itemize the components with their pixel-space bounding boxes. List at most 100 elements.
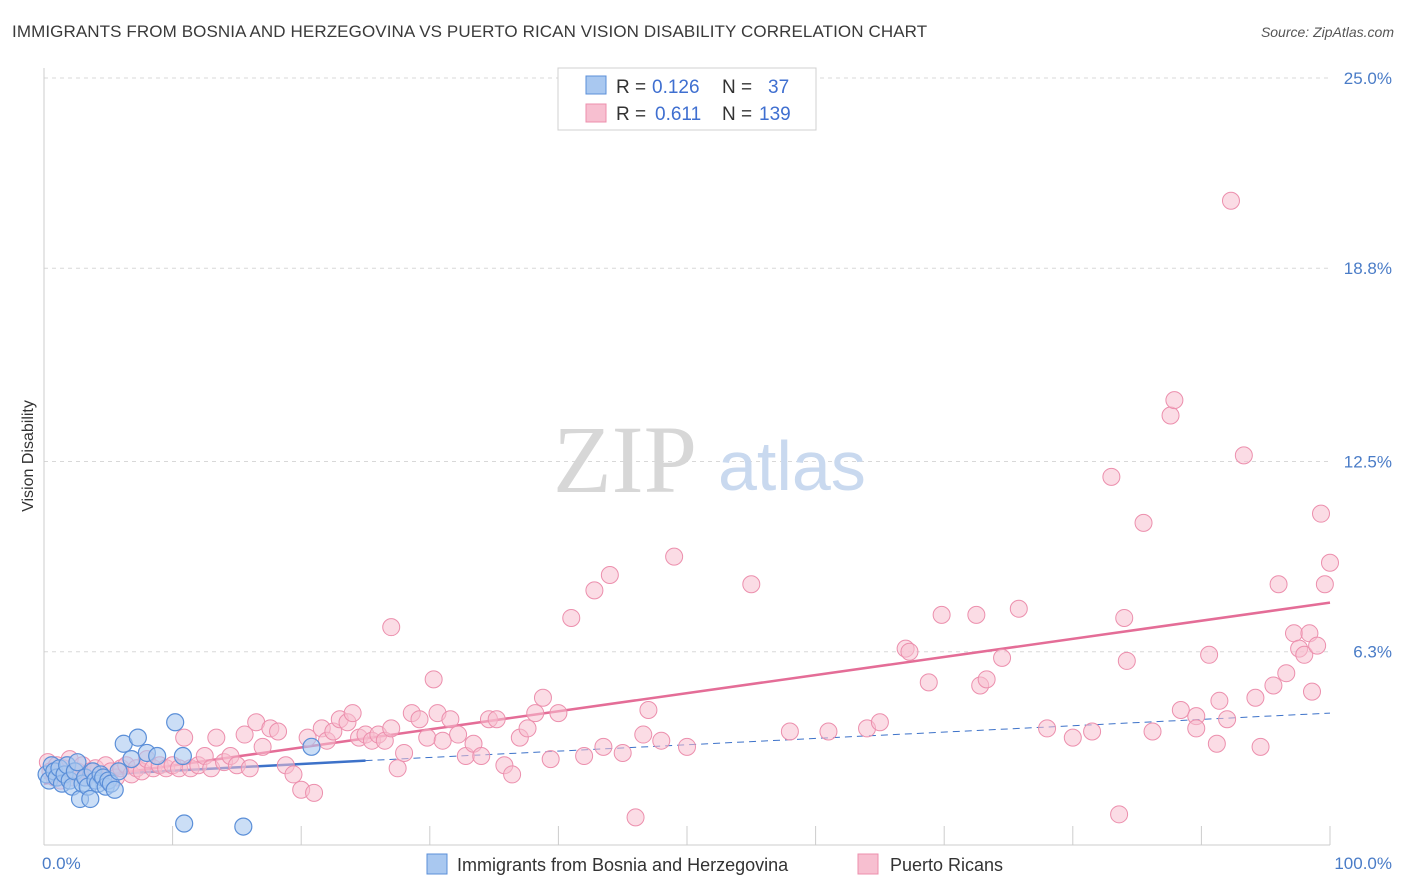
point-puerto-rican-119 [1143,722,1162,741]
point-puerto-rican-105 [932,605,951,624]
bottom-legend-label-1: Immigrants from Bosnia and Herzegovina [457,855,789,875]
point-puerto-rican-106 [967,605,986,624]
point-puerto-rican-38 [235,725,254,744]
point-puerto-rican-88 [594,737,613,756]
point-puerto-rican-132 [1251,737,1270,756]
point-puerto-rican-108 [977,670,996,689]
point-puerto-rican-98 [780,722,799,741]
point-puerto-rican-124 [1187,719,1206,738]
point-puerto-rican-78 [503,765,522,784]
point-puerto-rican-67 [424,670,443,689]
bottom-legend-label-2: Puerto Ricans [890,855,1003,875]
legend-r-value-1: 0.126 [652,77,700,98]
series-legend: Immigrants from Bosnia and Herzegovina P… [426,853,1003,875]
gridlines [44,77,1330,653]
point-puerto-rican-136 [1284,624,1303,643]
point-puerto-rican-34 [207,728,226,747]
point-puerto-rican-39 [240,759,259,778]
point-bosnia-32 [148,746,167,766]
bottom-legend-swatch-blue [426,853,448,875]
legend-swatch-blue [585,75,607,95]
point-bosnia-30 [128,728,147,747]
series-bosnia-herzegovina [37,713,321,836]
point-puerto-rican-91 [626,808,645,827]
point-puerto-rican-69 [433,731,452,750]
y-tick-label-3: 25.0% [1344,69,1392,88]
legend-n-value-2: 139 [759,104,791,125]
point-puerto-rican-135 [1277,664,1296,683]
chart-title: IMMIGRANTS FROM BOSNIA AND HERZEGOVINA V… [12,22,928,41]
point-puerto-rican-81 [526,704,545,723]
point-puerto-rican-54 [343,704,362,723]
point-puerto-rican-103 [900,642,919,661]
point-puerto-rican-60 [382,719,401,738]
watermark-atlas: atlas [718,427,866,505]
point-puerto-rican-90 [613,743,632,762]
point-bosnia-35 [175,814,194,833]
point-puerto-rican-143 [1315,575,1334,594]
point-puerto-rican-129 [1221,191,1240,210]
point-puerto-rican-94 [652,731,671,750]
point-puerto-rican-141 [1308,636,1327,655]
legend-r-label-1: R = [616,77,646,98]
axes [43,68,1331,846]
point-puerto-rican-122 [1171,701,1190,720]
point-puerto-rican-117 [1117,651,1136,670]
point-puerto-rican-92 [634,725,653,744]
bottom-legend-swatch-pink [857,853,879,875]
point-bosnia-27 [109,762,128,781]
series-puerto-ricans [38,191,1339,827]
point-puerto-rican-115 [1110,805,1129,824]
y-tick-label-0: 6.3% [1353,643,1392,662]
point-puerto-rican-144 [1321,553,1339,572]
point-bosnia-36 [234,817,253,836]
point-puerto-rican-41 [253,737,272,756]
point-puerto-rican-99 [819,722,838,741]
y-axis-label: Vision Disability [20,400,37,512]
stats-legend: R = 0.126 N = 37 R = 0.611 N = 139 [557,67,817,131]
point-puerto-rican-114 [1102,467,1121,486]
point-puerto-rican-85 [562,608,581,627]
point-puerto-rican-116 [1115,608,1134,627]
point-puerto-rican-29 [175,728,194,747]
point-puerto-rican-126 [1207,734,1226,753]
point-puerto-rican-109 [993,648,1012,667]
point-bosnia-17 [81,789,100,809]
point-puerto-rican-80 [518,719,537,738]
x-tick-labels: 0.0% 100.0% [42,854,1392,873]
y-tick-label-2: 18.8% [1344,259,1392,278]
point-puerto-rican-83 [541,750,560,769]
point-puerto-rican-70 [441,710,460,729]
point-puerto-rican-128 [1218,710,1237,729]
point-bosnia-26 [105,780,124,799]
point-puerto-rican-111 [1038,719,1057,738]
point-puerto-rican-43 [269,722,288,741]
point-puerto-rican-121 [1165,391,1184,410]
point-puerto-rican-76 [487,710,506,729]
point-bosnia-34 [173,746,192,766]
point-puerto-rican-133 [1264,676,1283,695]
point-puerto-rican-66 [418,728,437,747]
point-puerto-rican-110 [1009,599,1028,618]
point-bosnia-37 [302,737,321,756]
legend-r-label-2: R = [616,104,646,125]
point-puerto-rican-127 [1210,691,1229,710]
point-puerto-rican-104 [919,673,938,692]
y-tick-label-1: 12.5% [1344,453,1392,472]
point-puerto-rican-96 [678,737,696,756]
point-puerto-rican-95 [665,547,684,566]
chart-source: Source: ZipAtlas.com [1260,24,1394,40]
point-bosnia-33 [166,713,185,732]
point-puerto-rican-120 [1161,406,1180,425]
legend-n-label-1: N = [722,77,752,98]
point-puerto-rican-101 [870,713,889,732]
legend-n-label-2: N = [722,104,752,125]
point-puerto-rican-89 [600,566,619,585]
watermark-zip: ZIP [553,406,697,513]
point-puerto-rican-131 [1246,688,1265,707]
point-puerto-rican-142 [1311,504,1330,523]
point-puerto-rican-82 [533,688,552,707]
legend-r-value-2: 0.611 [655,104,701,125]
point-puerto-rican-97 [742,575,761,594]
